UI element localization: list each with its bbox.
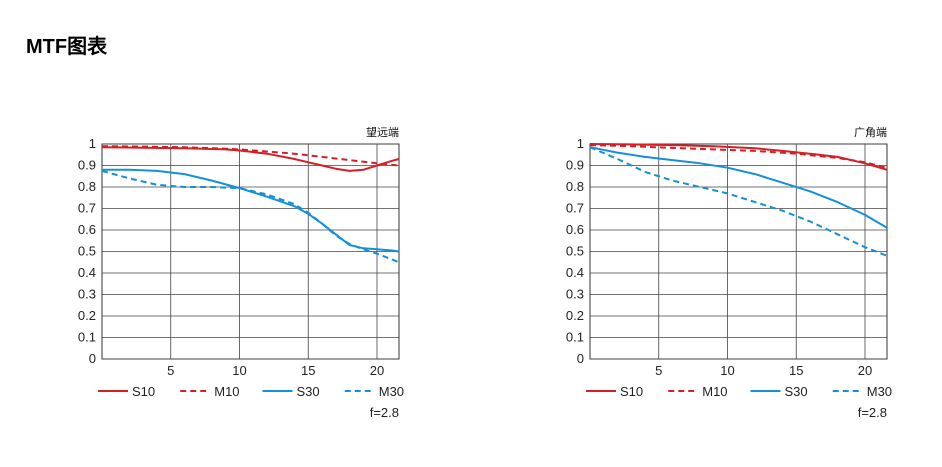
x-tick-label: 20 [858, 363, 872, 378]
legend-label-s30: S30 [297, 384, 320, 399]
x-tick-label: 10 [232, 363, 246, 378]
series-line-m30 [589, 146, 888, 257]
x-tick-label: 5 [167, 363, 174, 378]
series-line-s30 [102, 168, 400, 253]
y-tick-label: 0.1 [566, 330, 584, 345]
y-tick-label: 0 [89, 351, 96, 366]
legend-label-m30: M30 [867, 384, 892, 399]
x-tick-label: 5 [655, 363, 662, 378]
mtf-chart-telephoto: 0 0.1 0.2 0.3 0.4 0.5 0.6 0.7 0.8 0.9 1 5 10 15 20 望远端 S… [78, 120, 410, 430]
page-title: MTF图表 [26, 36, 108, 58]
legend-label-m30: M30 [379, 384, 404, 399]
y-tick-label: 0.6 [78, 222, 96, 237]
legend-label-m10: M10 [214, 384, 239, 399]
series-line-m10 [101, 145, 400, 167]
y-tick-label: 0.8 [566, 179, 584, 194]
legend-label-s10: S10 [132, 384, 155, 399]
series-line-m30 [101, 169, 400, 264]
x-tick-label: 20 [370, 363, 384, 378]
mtf-chart-telephoto-svg: 00.10.20.30.40.50.60.70.80.915 10 15 20望远端S… [78, 126, 404, 420]
legend-label-s10: S10 [620, 384, 643, 399]
y-tick-label: 0.3 [78, 287, 96, 302]
x-tick-label: 15 [789, 363, 803, 378]
y-tick-label: 0.2 [566, 308, 584, 323]
y-tick-label: 0.4 [78, 265, 96, 280]
y-tick-label: 0.4 [566, 265, 584, 280]
y-tick-label: 0.2 [78, 308, 96, 323]
y-tick-label: 0 [577, 351, 584, 366]
chart-title: 广角端 [854, 126, 887, 139]
legend-label-s30: S30 [785, 384, 808, 399]
series-line-m10 [589, 144, 888, 169]
y-tick-label: 0.5 [566, 244, 584, 259]
y-tick-label: 0.9 [78, 158, 96, 173]
series-line-s10 [101, 146, 400, 172]
y-tick-label: 0.7 [566, 201, 584, 216]
y-tick-label: 0.5 [78, 244, 96, 259]
y-tick-label: 0.6 [566, 222, 584, 237]
series-line-s30 [589, 146, 888, 229]
y-tick-label: 1 [89, 136, 96, 151]
x-tick-label: 10 [720, 363, 734, 378]
y-tick-label: 0.7 [78, 201, 96, 216]
y-tick-label: 0.1 [78, 330, 96, 345]
y-tick-label: 0.8 [78, 179, 96, 194]
y-tick-label: 1 [577, 136, 584, 151]
aperture-note: f=2.8 [858, 405, 887, 420]
series-line-s10 [589, 143, 888, 171]
mtf-chart-wide: 0 0.1 0.2 0.3 0.4 0.5 0.6 0.7 0.8 0.9 1 5 10 15 20 广角端 S… [566, 120, 898, 430]
y-tick-label: 0.9 [566, 158, 584, 173]
chart-title: 望远端 [366, 126, 399, 139]
x-tick-label: 15 [301, 363, 315, 378]
mtf-chart-wide-svg: 00.10.20.30.40.50.60.70.80.915 10 15 20广角端S… [566, 126, 892, 420]
aperture-note: f=2.8 [370, 405, 399, 420]
y-tick-label: 0.3 [566, 287, 584, 302]
legend-label-m10: M10 [702, 384, 727, 399]
